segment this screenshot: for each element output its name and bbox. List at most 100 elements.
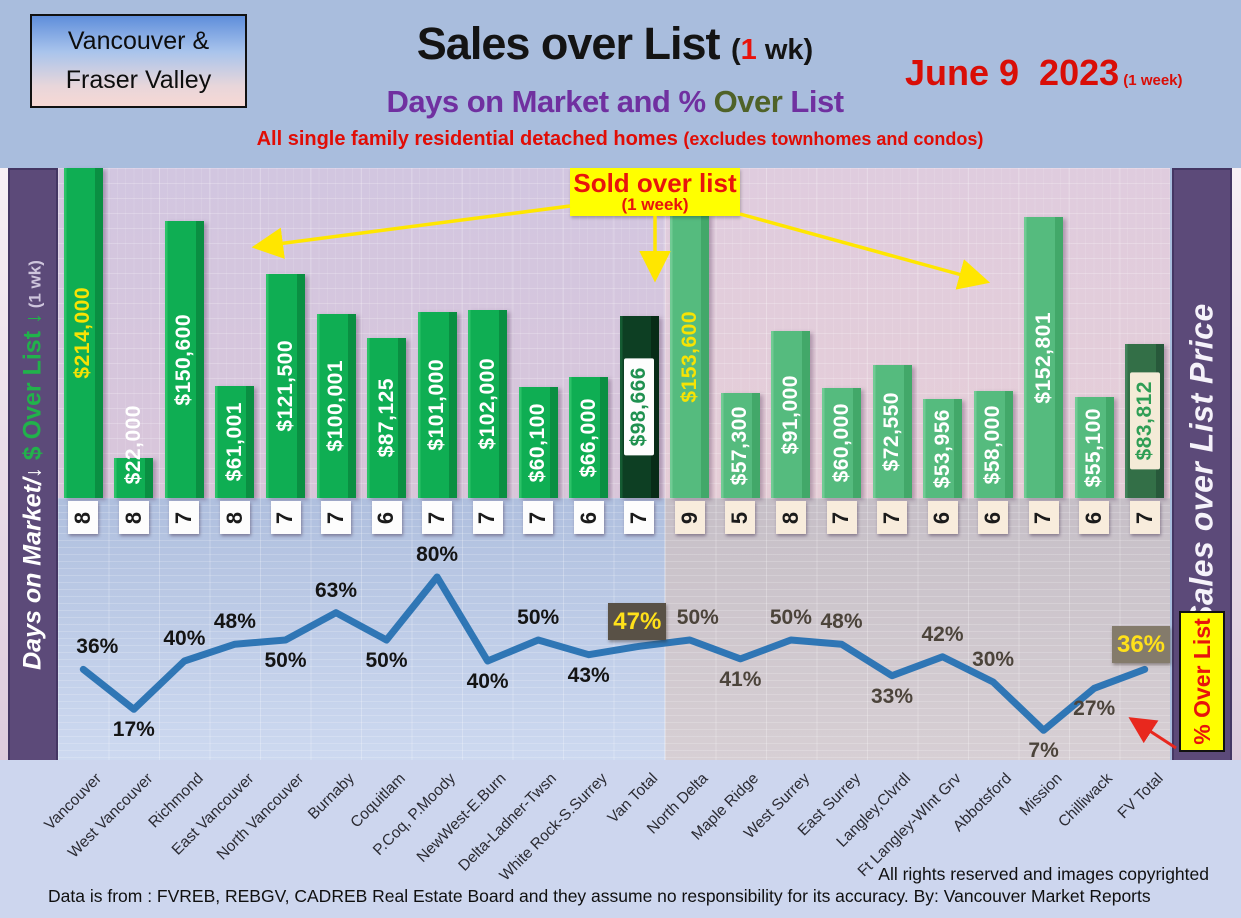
bar-value-label: $72,550 [880,391,903,472]
bar-chilliwack: $55,100 [1074,397,1114,498]
bar-richmond: $150,600 [164,221,204,498]
region-box: Vancouver & Fraser Valley [30,14,247,108]
pct-label: 50% [517,606,560,629]
days-on-market-value: 6 [373,511,399,524]
days-on-market-value: 7 [879,511,904,524]
bar-value-label: $58,000 [981,404,1005,485]
bar-value-label: $91,000 [778,374,802,455]
subtitle-over: Over [713,84,783,119]
days-on-market-value: 6 [980,511,1006,524]
days-on-market-value: 6 [575,511,601,524]
bar-mission: $152,801 [1024,217,1064,498]
pct-label: 36% [76,635,119,659]
days-on-market-box: 7 [321,501,351,534]
title-rest: wk) [756,34,814,66]
bar-delta-ladner-twsn: $60,100 [518,387,558,498]
days-on-market-box: 7 [1129,501,1160,534]
bottom-band [0,760,1241,918]
bar-coquitlam: $87,125 [367,338,406,498]
days-on-market-value: 6 [929,511,955,524]
bar-value-label: $55,100 [1082,407,1106,488]
bar-value-label: $102,000 [475,358,499,450]
footer-source: Data is from : FVREB, REBGV, CADREB Real… [48,886,1151,906]
pct-label: 80% [416,543,459,566]
bar-value-label: $101,000 [425,359,449,451]
days-on-market-box: 7 [523,501,554,534]
bar-van-total: $98,666 [619,316,659,498]
bar-value-label: $53,956 [930,408,954,489]
left-axis-band: Days on Market/↓ $ Over List ↓ (1 wk) [8,168,58,762]
page-title: Sales over List (1 wk) [250,18,980,70]
left-axis-days-label: Days on Market/ [18,478,47,670]
left-axis-title: Days on Market/↓ $ Over List ↓ (1 wk) [19,260,48,670]
days-on-market-value: 8 [777,511,803,524]
pct-total-badge: 47% [608,603,667,641]
pct-label: 40% [466,670,509,693]
pct-label: 42% [921,622,964,646]
down-arrow-green-icon: ↓ [20,313,46,325]
days-on-market-value: 7 [171,511,197,524]
days-on-market-box: 5 [725,501,756,534]
pct-label: 43% [567,663,610,687]
bar-p-coq-p-moody: $101,000 [417,312,457,498]
days-on-market-value: 8 [120,511,146,524]
report-date: June 9 2023 (1 week) [905,52,1225,94]
days-on-market-box: 6 [1079,501,1110,534]
days-on-market-box: 7 [624,501,655,534]
days-on-market-box: 7 [826,501,857,534]
bar-value-label: $22,000 [121,404,145,484]
subtitle: Days on Market and % Over List [250,84,980,120]
bar-burnaby: $100,001 [316,314,356,498]
days-on-market-value: 6 [1081,511,1107,524]
days-on-market-value: 8 [70,511,96,524]
bar-value-label: $98,666 [624,358,655,456]
bar-vancouver: $214,000 [63,168,103,498]
days-on-market-box: 6 [573,501,604,534]
bar-langley-clvrdl: $72,550 [872,365,912,498]
bar-newwest-e-burn: $102,000 [468,310,508,498]
right-axis-title: Sales over List Price [1183,303,1220,627]
days-on-market-box: 8 [775,501,806,534]
pct-label: 30% [972,648,1015,671]
bar-value-label: $121,500 [273,340,297,432]
pct-label: 48% [213,610,256,634]
days-on-market-value: 7 [424,511,450,524]
date-note: (1 week) [1119,72,1183,89]
pct-label: 50% [676,606,719,629]
x-axis-label: NewWest-E.Burn [413,770,510,866]
pct-over-list-tag: % Over List [1179,611,1225,752]
days-on-market-box: 7 [270,501,301,534]
pct-label: 50% [769,606,812,629]
days-on-market-value: 7 [474,511,500,524]
days-on-market-value: 5 [727,511,753,524]
right-edge-strip [1232,168,1241,762]
tagline: All single family residential detached h… [130,128,1110,151]
bar-value-label: $152,801 [1031,311,1055,404]
title-main: Sales over List [416,18,731,69]
bar-value-label: $100,001 [324,360,347,452]
bar-white-rock-s-surrey: $66,000 [569,377,609,498]
bar-value-label: $214,000 [71,287,95,379]
x-axis-label: North Vancouver [214,770,308,864]
bar-value-label: $57,300 [728,405,752,486]
days-on-market-box: 7 [877,501,907,534]
left-axis-week-note: (1 wk) [25,260,45,314]
title-paren-open: ( [730,34,741,66]
bar-value-label: $61,001 [222,402,246,482]
region-line2: Fraser Valley [65,66,212,94]
down-arrow-white-icon: ↓ [20,467,46,479]
footer-rights: All rights reserved and images copyright… [878,864,1209,884]
bar-fv-total: $83,812 [1125,344,1165,498]
title-paren: (1 wk) [731,34,813,66]
left-edge-strip [0,168,8,762]
region-line1: Vancouver & [67,27,210,56]
plot-area: $214,000 8 36% $22,000 8 17% $150,600 7 40% $61,0… [58,168,1170,762]
x-axis-label: Chilliwack [1055,770,1117,831]
bar-value-label: $60,000 [829,403,853,483]
x-axis-label: Mission [1016,770,1066,820]
subtitle-part1: Days on Market and % [386,84,714,119]
callout-line1: Sold over list [573,167,737,198]
x-axis-label: FV Total [1114,770,1167,823]
bar-north-delta: $153,600 [670,215,710,498]
